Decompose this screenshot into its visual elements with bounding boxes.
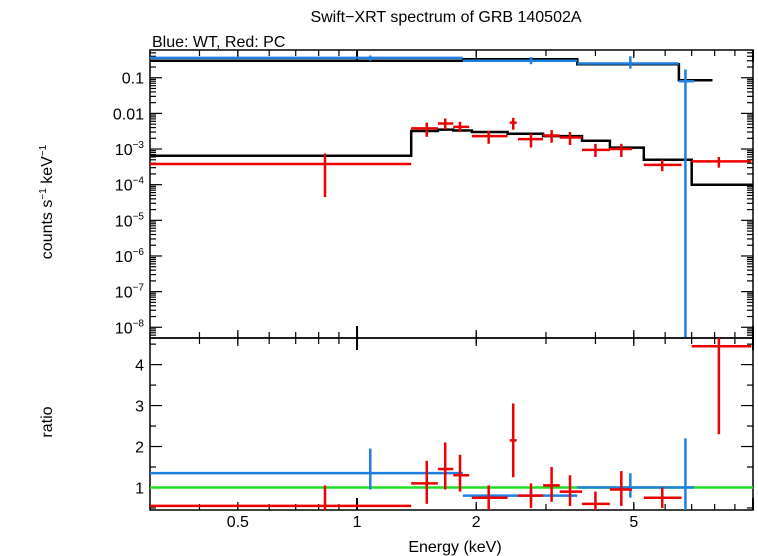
spectrum-pc-point <box>509 117 517 130</box>
spectrum-y-tick-base: 10 <box>115 213 133 230</box>
ratio-y-tick-label: 4 <box>135 358 144 375</box>
spectrum-pc-point <box>471 131 508 144</box>
spectrum-frame <box>149 49 754 339</box>
spectrum-y-tick-label: 10−8 <box>115 318 145 337</box>
ratio-pc-point <box>437 442 454 490</box>
ratio-pc-point <box>691 338 752 435</box>
ratio-pc-point <box>543 467 560 502</box>
spectrum-y-tick-base: 10 <box>115 178 133 195</box>
spectrum-pc-point <box>437 118 454 130</box>
ratio-pc-point <box>643 487 682 508</box>
spectrum-wt-point <box>678 69 695 338</box>
spectrum-pc-point <box>518 133 544 148</box>
ratio-pc-point <box>582 491 610 510</box>
ratio-panel: 1 2 3 4 <box>135 337 754 511</box>
ratio-pc-point <box>509 403 517 478</box>
spectrum-y-tick-exp: −7 <box>133 283 145 294</box>
spectrum-pc-point <box>543 130 560 143</box>
spectrum-y-tick-exp: −6 <box>133 247 145 258</box>
spectrum-pc-point <box>411 122 438 137</box>
spectrum-y-tick-label: 10−4 <box>115 176 145 195</box>
spectrum-y-tick-exp: −5 <box>133 211 145 222</box>
spectrum-wt-point <box>577 56 679 69</box>
x-tick-label: 1 <box>353 514 362 531</box>
ratio-ylabel: ratio <box>39 406 56 437</box>
x-tick-label: 5 <box>629 514 638 531</box>
spectrum-y-tick-base: 10 <box>115 142 133 159</box>
ratio-frame <box>149 337 754 511</box>
chart-title: Swift−XRT spectrum of GRB 140502A <box>310 9 581 26</box>
spectrum-y-tick-exp: −8 <box>133 318 145 329</box>
spectrum-y-tick-exp: −3 <box>133 140 145 151</box>
spectrum-y-tick-exp: −4 <box>133 176 145 187</box>
ratio-pc-point <box>453 454 470 492</box>
ratio-pc-point <box>559 475 583 506</box>
spectrum-pc-point <box>691 156 752 168</box>
spectrum-y-tick-label: 10−5 <box>115 211 145 230</box>
spectrum-pc-point <box>643 159 682 172</box>
ratio-pc-point <box>150 485 412 510</box>
spectrum-pc-point <box>150 153 412 198</box>
spectrum-y-tick-label: 10−6 <box>115 247 145 266</box>
x-axis-label: Energy (keV) <box>408 539 501 556</box>
x-tick-label: 0.5 <box>227 514 249 531</box>
spectrum-y-tick-base: 10 <box>115 285 133 302</box>
ratio-wt-point <box>678 438 695 510</box>
spectrum-y-tick-label: 0.1 <box>122 71 144 88</box>
x-tick-label: 2 <box>472 514 481 531</box>
ratio-y-tick-label: 3 <box>135 399 144 416</box>
spectrum-wt-point <box>462 57 578 65</box>
spectrum-wt-point <box>150 55 463 61</box>
spectrum-y-tick-label: 10−3 <box>115 140 145 159</box>
ratio-pc-point <box>609 471 633 506</box>
model-step-pc <box>150 128 753 186</box>
spectrum-pc-point <box>582 143 610 157</box>
ratio-wt-point <box>150 448 463 490</box>
spectrum-pc-point <box>453 121 470 133</box>
ratio-pc-point <box>471 485 508 510</box>
spectrum-y-tick-label: 0.01 <box>113 106 144 123</box>
ratio-pc-point <box>518 483 544 508</box>
spectrum-ylabel: counts s−1 keV−1 <box>38 144 56 259</box>
ratio-pc-point <box>411 460 438 504</box>
ratio-wt-point <box>577 473 679 498</box>
spectrum-pc-point <box>559 132 583 145</box>
spectrum-y-tick-base: 10 <box>115 249 133 266</box>
spectrum-pc-point <box>609 143 633 157</box>
ratio-y-tick-label: 2 <box>135 440 144 457</box>
ratio-y-tick-label: 1 <box>135 480 144 497</box>
chart-subtitle: Blue: WT, Red: PC <box>152 34 285 51</box>
spectrum-y-tick-base: 10 <box>115 320 133 337</box>
spectrum-y-tick-label: 10−7 <box>115 283 145 302</box>
